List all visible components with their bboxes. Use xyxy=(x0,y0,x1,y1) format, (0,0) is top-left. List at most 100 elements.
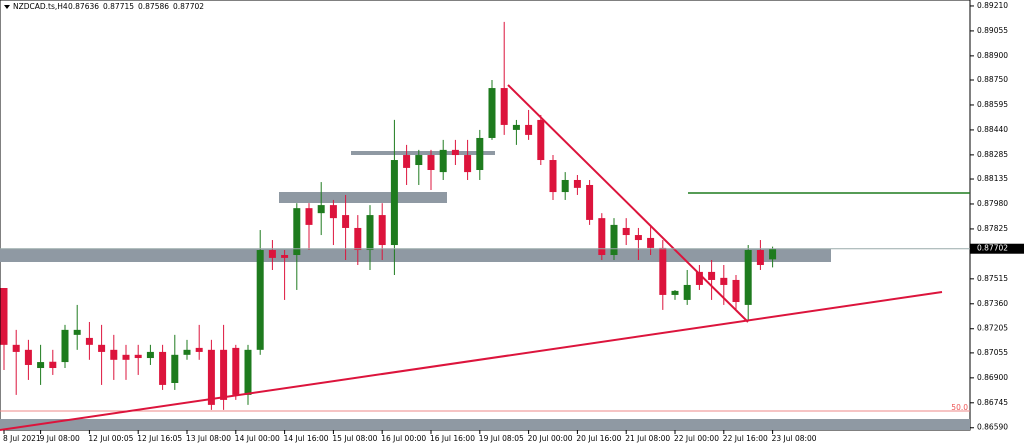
candle-body xyxy=(390,160,398,246)
candle-body xyxy=(622,227,630,236)
candle-body xyxy=(756,250,764,265)
x-tick-label: 9 Jul 08:00 xyxy=(40,434,80,443)
price-box xyxy=(970,243,1024,254)
candle-body xyxy=(439,149,447,173)
candle-body xyxy=(159,351,167,385)
candle-body xyxy=(305,208,313,225)
x-tick-label: 16 Jul 16:00 xyxy=(430,434,475,443)
y-tick-label: 0.88440 xyxy=(977,125,1008,134)
y-tick-label: 0.88900 xyxy=(977,51,1008,60)
candle-body xyxy=(171,354,179,383)
zone xyxy=(351,151,495,155)
candle-body xyxy=(207,349,215,405)
candle-body xyxy=(183,349,191,355)
candle-body xyxy=(122,354,130,360)
candle-body xyxy=(37,362,45,369)
candle-body xyxy=(720,277,728,285)
candle-body xyxy=(671,290,679,295)
candle-body xyxy=(647,237,655,248)
ohlc-low: 0.87586 xyxy=(138,2,169,11)
y-tick-label: 0.88285 xyxy=(977,150,1008,159)
candle-body xyxy=(256,250,264,350)
x-tick-label: 14 Jul 16:00 xyxy=(284,434,329,443)
candle-body xyxy=(695,271,703,285)
candle-body xyxy=(464,155,472,173)
candle-body xyxy=(586,184,594,220)
ohlc-high: 0.87715 xyxy=(103,2,134,11)
candle-body xyxy=(378,215,386,246)
candle-body xyxy=(110,349,118,360)
zone xyxy=(279,192,447,203)
candle-body xyxy=(769,248,777,260)
y-tick-label: 0.89055 xyxy=(977,26,1008,35)
x-tick-label: 20 Jul 16:00 xyxy=(576,434,621,443)
trendline xyxy=(507,84,749,323)
x-tick-label: 19 Jul 08:05 xyxy=(479,434,524,443)
zone xyxy=(0,419,970,430)
candle-body xyxy=(317,205,325,214)
candle-body xyxy=(232,347,240,395)
x-tick-label: 8 Jul 2021 xyxy=(3,434,41,443)
y-tick-label: 0.87055 xyxy=(977,348,1008,357)
candle-body xyxy=(98,344,106,352)
x-tick-label: 14 Jul 00:00 xyxy=(235,434,280,443)
candle-body xyxy=(403,155,411,168)
candle-body xyxy=(732,279,740,303)
candles xyxy=(0,21,777,410)
x-tick-label: 21 Jul 08:00 xyxy=(625,434,670,443)
candle-body xyxy=(488,88,496,138)
x-tick-label: 22 Jul 00:00 xyxy=(674,434,719,443)
candle-body xyxy=(342,215,350,228)
y-tick-label: 0.87515 xyxy=(977,274,1008,283)
x-tick-label: 23 Jul 08:00 xyxy=(772,434,817,443)
candle-body xyxy=(329,205,337,219)
symbol: NZDCAD.ts,H4 xyxy=(13,2,68,11)
fib-label: 50.0 xyxy=(951,403,968,412)
x-tick-label: 12 Jul 00:05 xyxy=(88,434,133,443)
candle-body xyxy=(427,155,435,171)
candle-body xyxy=(24,349,32,365)
y-tick-label: 0.86900 xyxy=(977,373,1008,382)
candle-body xyxy=(415,155,423,166)
y-tick-label: 0.89210 xyxy=(977,1,1008,10)
y-tick-label: 0.88750 xyxy=(977,75,1008,84)
y-tick-label: 0.86745 xyxy=(977,398,1008,407)
candle-body xyxy=(683,284,691,300)
candle-body xyxy=(354,227,362,251)
y-tick-label: 0.87980 xyxy=(977,199,1008,208)
candle-body xyxy=(244,349,252,395)
candle-body xyxy=(561,179,569,193)
candle-body xyxy=(512,124,520,130)
candle-body xyxy=(49,361,57,369)
candle-body xyxy=(366,215,374,251)
x-tick-label: 20 Jul 00:00 xyxy=(528,434,573,443)
y-tick-label: 0.86590 xyxy=(977,423,1008,432)
candle-body xyxy=(0,288,8,345)
y-tick-label: 0.88595 xyxy=(977,100,1008,109)
candle-body xyxy=(293,208,301,256)
candle-body xyxy=(134,354,142,359)
candle-body xyxy=(610,224,618,256)
candle-body xyxy=(744,250,752,305)
candle-body xyxy=(525,124,533,135)
candle-body xyxy=(281,255,289,258)
candle-body xyxy=(549,160,557,193)
candle-body xyxy=(268,250,276,258)
ohlc-close: 0.87702 xyxy=(173,2,204,11)
trendline xyxy=(0,291,943,431)
x-tick-label: 15 Jul 08:00 xyxy=(332,434,377,443)
candle-body xyxy=(85,337,93,345)
candle-body xyxy=(220,349,228,400)
price-label: 0.87702 xyxy=(977,244,1008,253)
x-tick-label: 22 Jul 16:00 xyxy=(723,434,768,443)
x-tick-label: 12 Jul 16:05 xyxy=(137,434,182,443)
x-tick-label: 13 Jul 08:00 xyxy=(186,434,231,443)
candle-body xyxy=(476,137,484,171)
zone xyxy=(0,249,831,262)
candle-body xyxy=(634,235,642,241)
y-tick-label: 0.88135 xyxy=(977,174,1008,183)
candle-body xyxy=(708,271,716,280)
menu-arrow[interactable] xyxy=(4,5,10,9)
candle-body xyxy=(73,329,81,335)
